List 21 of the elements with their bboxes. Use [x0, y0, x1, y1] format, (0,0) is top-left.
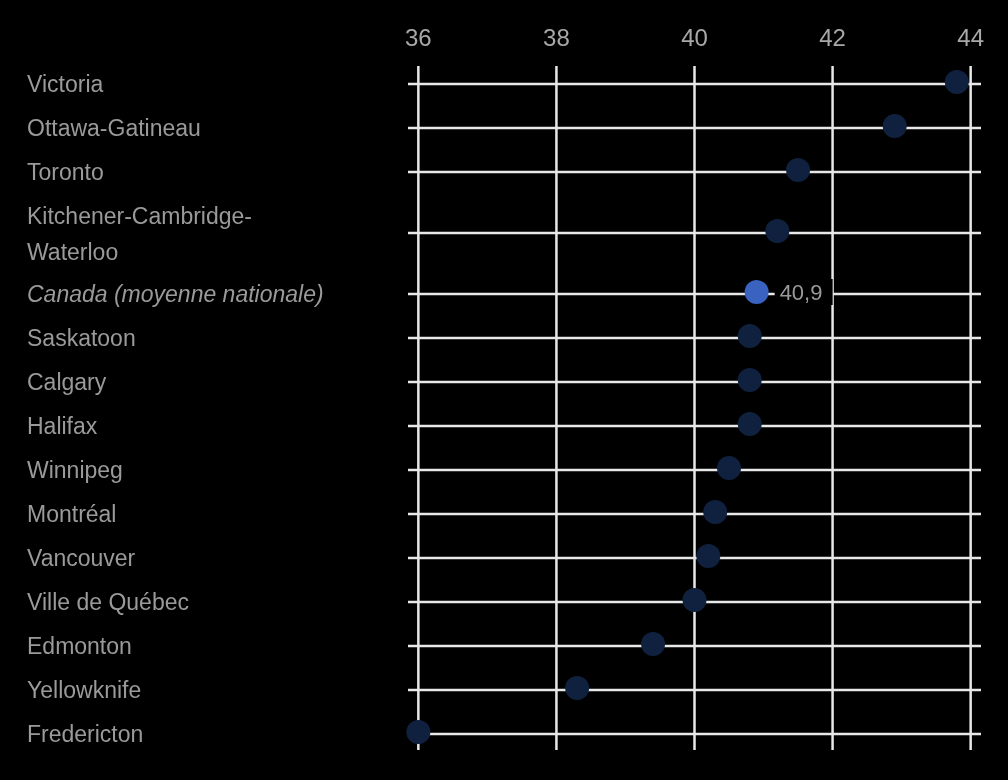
x-tick-label: 40 [681, 24, 708, 51]
y-tick-label: Kitchener-Cambridge-Waterloo [27, 203, 252, 265]
y-tick-label: Canada (moyenne nationale) [27, 281, 324, 307]
y-tick-label: Vancouver [27, 545, 136, 571]
y-tick-label: Halifax [27, 413, 98, 439]
y-tick-label: Ottawa-Gatineau [27, 115, 201, 141]
y-tick-label: Yellowknife [27, 677, 142, 703]
y-tick-label: Calgary [27, 369, 107, 395]
data-label: 40,9 [779, 280, 823, 305]
x-tick-label: 42 [819, 24, 846, 51]
y-tick-label: Fredericton [27, 721, 144, 747]
y-tick-label: Winnipeg [27, 457, 123, 483]
y-tick-label: Victoria [27, 71, 104, 97]
x-tick-label: 44 [957, 24, 984, 51]
x-tick-label: 36 [405, 24, 432, 51]
y-tick-label: Saskatoon [27, 325, 136, 351]
y-tick-label: Edmonton [27, 633, 132, 659]
x-tick-label: 38 [543, 24, 570, 51]
y-tick-label: Montréal [27, 501, 117, 527]
y-tick-label: Ville de Québec [27, 589, 189, 615]
y-tick-label: Toronto [27, 159, 104, 185]
